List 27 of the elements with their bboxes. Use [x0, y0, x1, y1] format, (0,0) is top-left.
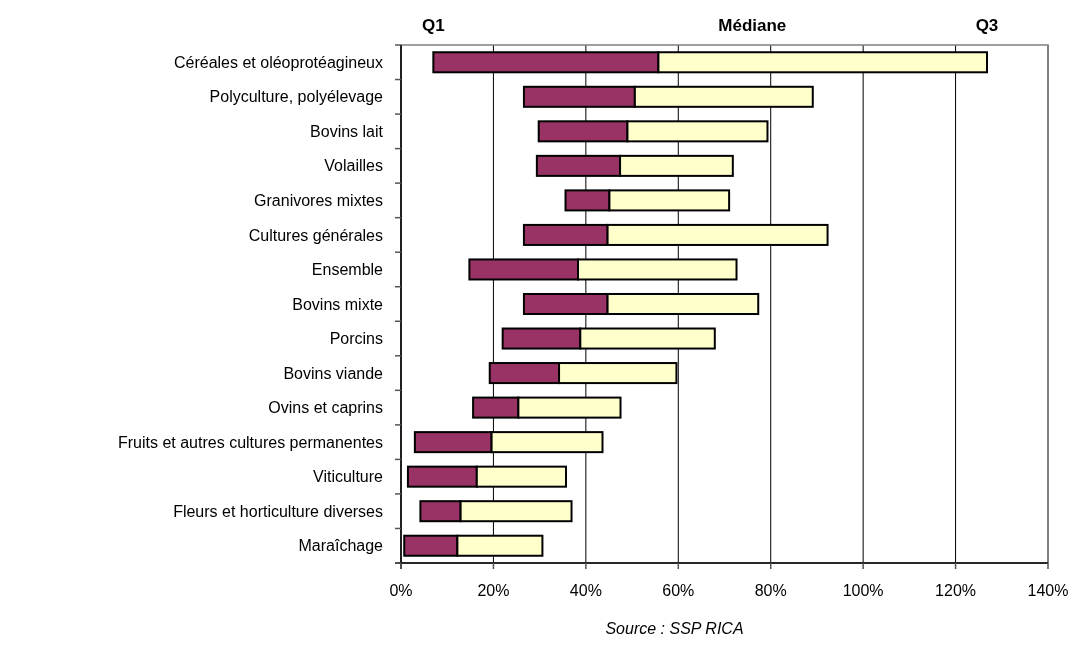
y-tick-label: Polyculture, polyélevage [209, 88, 384, 106]
x-tick-label: 60% [662, 582, 695, 599]
y-tick-label: Granivores mixtes [254, 192, 383, 209]
y-tick-label: Fruits et autres cultures permanentes [117, 433, 383, 451]
x-tick-label: 140% [1027, 582, 1069, 599]
y-tick-label: Ensemble [311, 261, 384, 279]
x-tick-label: 120% [935, 582, 977, 599]
y-tick-label: Volailles [324, 157, 383, 175]
x-tick-label: 0% [389, 582, 413, 599]
source-note: Source : SSP RICA [605, 620, 744, 637]
text: Médiane [718, 16, 787, 35]
y-tick-label: Viticulture [313, 468, 384, 486]
y-tick-label: Maraîchage [298, 537, 384, 555]
y-tick-label: Fleurs et horticulture diverses [173, 502, 383, 520]
x-tick-label: 40% [569, 582, 602, 599]
x-tick-label: 20% [477, 582, 510, 599]
y-tick-label: Ovins et caprins [268, 399, 383, 417]
y-tick-label: Bovins mixte [292, 295, 384, 313]
x-tick-label: 100% [842, 582, 884, 599]
y-tick-label: Porcins [329, 330, 383, 348]
y-tick-label: Céréales et oléoprotéagineux [173, 53, 383, 71]
y-tick-label: Bovins viande [283, 364, 384, 382]
text: Q3 [975, 16, 999, 35]
text: Q1 [422, 16, 445, 35]
y-tick-label: Cultures générales [248, 226, 383, 244]
y-tick-label: Bovins lait [310, 122, 384, 140]
x-tick-label: 80% [754, 582, 787, 599]
